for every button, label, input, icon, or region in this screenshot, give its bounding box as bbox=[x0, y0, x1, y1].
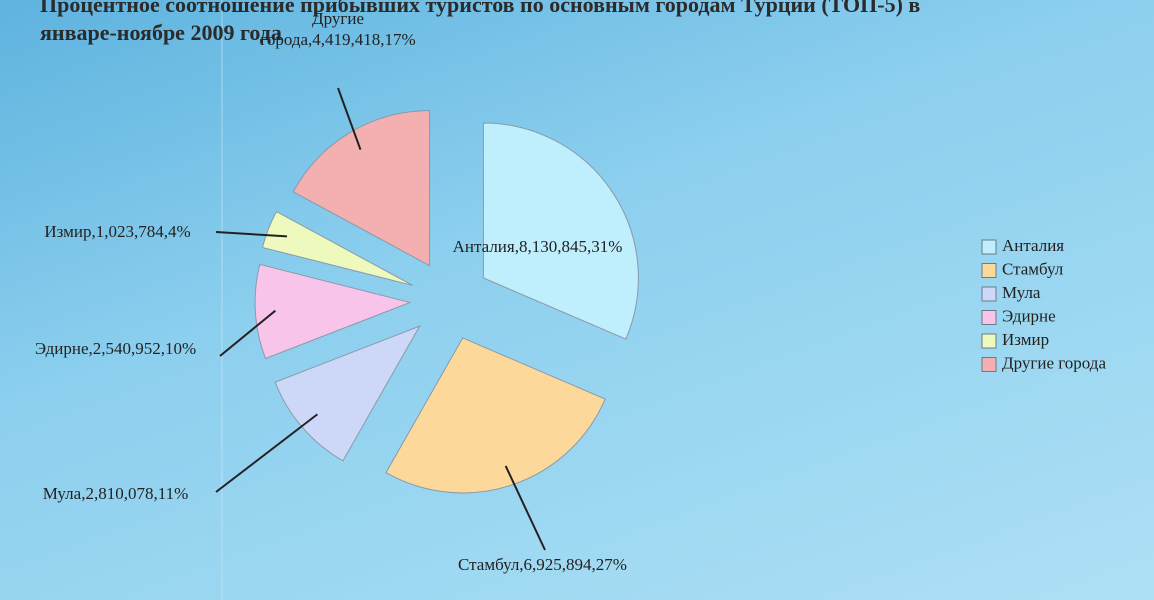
leader-line bbox=[215, 413, 319, 493]
legend-label: Стамбул bbox=[1002, 259, 1064, 278]
legend-swatch bbox=[981, 286, 997, 302]
data-label: Эдирне,2,540,952,10% bbox=[34, 339, 197, 358]
pie-slice bbox=[274, 325, 421, 462]
leader-line bbox=[504, 465, 546, 551]
legend-swatch bbox=[981, 333, 997, 349]
pie-slice bbox=[261, 210, 413, 286]
legend-swatch bbox=[981, 310, 997, 325]
legend-label: Мула bbox=[1002, 283, 1041, 302]
pie-slice bbox=[254, 263, 412, 360]
pie-slice bbox=[482, 122, 639, 340]
data-label: Измир,1,023,784,4% bbox=[44, 222, 191, 241]
data-label: Мула,2,810,078,11% bbox=[42, 484, 189, 503]
data-label: Анталия,8,130,845,31% bbox=[452, 237, 623, 256]
legend-label: Эдирне bbox=[1002, 306, 1056, 325]
chart-title: Процентное соотношение прибывших туристо… bbox=[40, 0, 921, 45]
legend-label: Другие города bbox=[1002, 353, 1106, 372]
pie-slice bbox=[292, 110, 431, 267]
data-label: Другие города,4,419,418,17% bbox=[260, 9, 416, 49]
legend-label: Анталия bbox=[1002, 236, 1064, 255]
legend-swatch bbox=[981, 239, 997, 255]
data-label: Стамбул,6,925,894,27% bbox=[458, 555, 627, 574]
legend-swatch bbox=[981, 357, 997, 372]
leader-line bbox=[337, 87, 362, 150]
legend-swatch bbox=[981, 263, 997, 278]
leader-line bbox=[215, 231, 288, 238]
pie-slice bbox=[385, 337, 606, 494]
leader-line bbox=[219, 309, 276, 357]
legend-label: Измир bbox=[1002, 330, 1049, 349]
